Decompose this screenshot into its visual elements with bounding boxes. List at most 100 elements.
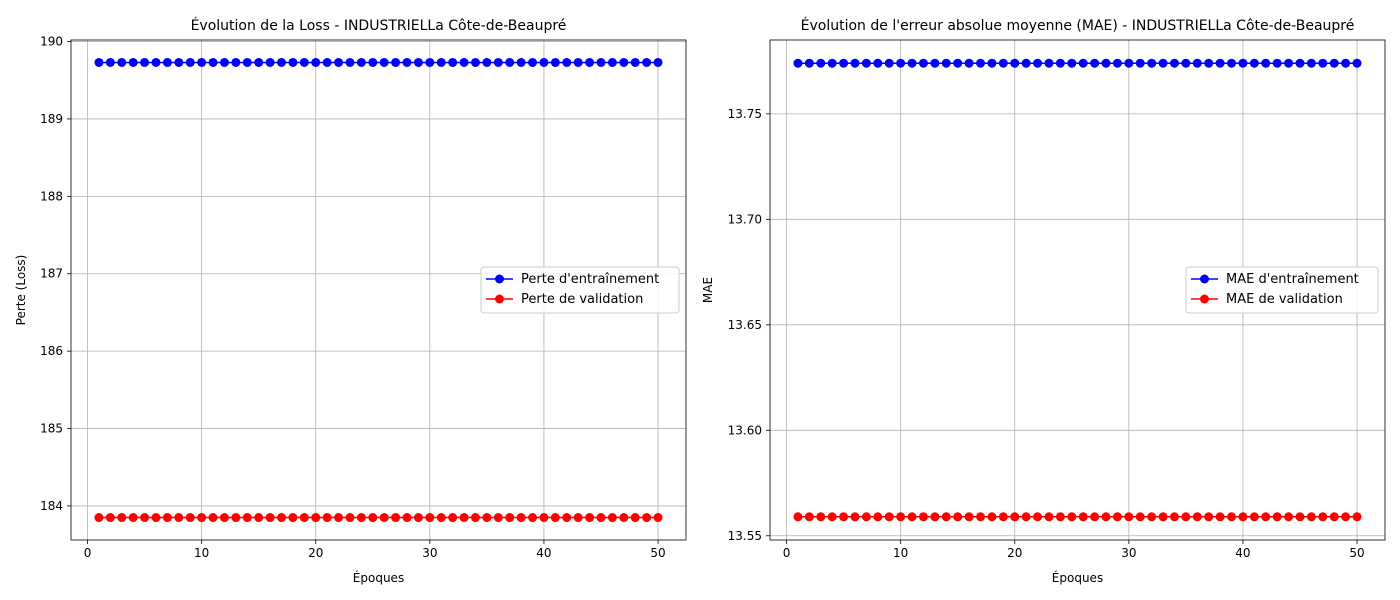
- data-point: [231, 513, 241, 523]
- data-point: [630, 513, 640, 523]
- data-point: [368, 57, 378, 67]
- data-point: [1101, 512, 1111, 522]
- data-point: [884, 58, 894, 68]
- data-point: [861, 512, 871, 522]
- data-point: [918, 512, 928, 522]
- data-point: [219, 57, 229, 67]
- data-point: [277, 57, 287, 67]
- data-point: [356, 57, 366, 67]
- data-point: [1112, 512, 1122, 522]
- data-point: [482, 57, 492, 67]
- data-point: [208, 513, 218, 523]
- y-tick-label: 188: [40, 189, 63, 203]
- x-tick-label: 50: [650, 546, 665, 560]
- loss-chart: 0 10 20 30 40 50 184 185 186 187 188 189 190 Évolutio…: [14, 17, 687, 585]
- chart-title: Évolution de la Loss - INDUSTRIELLa Côte…: [191, 17, 567, 34]
- data-point: [1044, 58, 1054, 68]
- data-point: [265, 57, 275, 67]
- data-point: [1055, 512, 1065, 522]
- data-point: [539, 513, 549, 523]
- legend-label: Perte de validation: [521, 292, 643, 307]
- x-tick-label: 0: [84, 546, 92, 560]
- y-tick-label: 187: [40, 267, 63, 281]
- data-point: [197, 57, 207, 67]
- mae-chart: 0 10 20 30 40 50 13.55 13.60 13.65 13.70 13.75 Évol…: [701, 17, 1386, 585]
- data-point: [493, 513, 503, 523]
- data-point: [630, 57, 640, 67]
- data-point: [1329, 58, 1339, 68]
- data-point: [1078, 58, 1088, 68]
- data-point: [896, 58, 906, 68]
- data-point: [642, 57, 652, 67]
- data-point: [1261, 58, 1271, 68]
- data-point: [976, 58, 986, 68]
- data-point: [998, 58, 1008, 68]
- x-tick-label: 20: [1007, 546, 1022, 560]
- data-point: [1033, 512, 1043, 522]
- data-point: [242, 57, 252, 67]
- x-tick-label: 30: [422, 546, 437, 560]
- data-point: [128, 513, 138, 523]
- data-point: [562, 513, 572, 523]
- legend-marker: [495, 294, 504, 304]
- data-point: [1158, 58, 1168, 68]
- data-point: [334, 513, 344, 523]
- data-point: [505, 513, 515, 523]
- x-tick-label: 0: [783, 546, 791, 560]
- axes-frame: [769, 39, 1386, 541]
- data-point: [413, 513, 423, 523]
- data-point: [1067, 58, 1077, 68]
- data-point: [827, 512, 837, 522]
- data-point: [1044, 512, 1054, 522]
- data-point: [907, 58, 917, 68]
- data-point: [117, 513, 127, 523]
- data-point: [642, 513, 652, 523]
- data-point: [1124, 58, 1134, 68]
- data-point: [941, 58, 951, 68]
- data-point: [619, 57, 629, 67]
- data-point: [1124, 512, 1134, 522]
- data-point: [356, 513, 366, 523]
- data-point: [368, 513, 378, 523]
- data-point: [140, 57, 150, 67]
- legend: Perte d'entraînement Perte de validation: [480, 266, 680, 314]
- data-point: [425, 513, 435, 523]
- data-point: [174, 57, 184, 67]
- data-point: [219, 513, 229, 523]
- legend: MAE d'entraînement MAE de validation: [1185, 266, 1379, 314]
- data-point: [105, 57, 115, 67]
- data-point: [299, 513, 309, 523]
- data-point: [1181, 512, 1191, 522]
- data-point: [174, 513, 184, 523]
- data-point: [1192, 512, 1202, 522]
- data-point: [379, 513, 389, 523]
- data-point: [1238, 58, 1248, 68]
- data-point: [311, 513, 321, 523]
- data-point: [288, 57, 298, 67]
- data-point: [653, 513, 663, 523]
- data-point: [448, 57, 458, 67]
- data-point: [197, 513, 207, 523]
- data-point: [379, 57, 389, 67]
- data-point: [391, 513, 401, 523]
- data-point: [288, 513, 298, 523]
- data-point: [873, 512, 883, 522]
- data-point: [850, 58, 860, 68]
- data-point: [1329, 512, 1339, 522]
- data-point: [987, 58, 997, 68]
- data-point: [105, 513, 115, 523]
- data-point: [1295, 58, 1305, 68]
- legend-label: MAE de validation: [1226, 292, 1343, 307]
- data-point: [1272, 512, 1282, 522]
- data-point: [953, 58, 963, 68]
- data-point: [884, 512, 894, 522]
- data-point: [1090, 58, 1100, 68]
- data-point: [1169, 512, 1179, 522]
- data-point: [151, 513, 161, 523]
- data-point: [516, 513, 526, 523]
- data-point: [1352, 58, 1362, 68]
- data-point: [322, 57, 332, 67]
- data-point: [550, 513, 560, 523]
- data-point: [1181, 58, 1191, 68]
- data-point: [816, 58, 826, 68]
